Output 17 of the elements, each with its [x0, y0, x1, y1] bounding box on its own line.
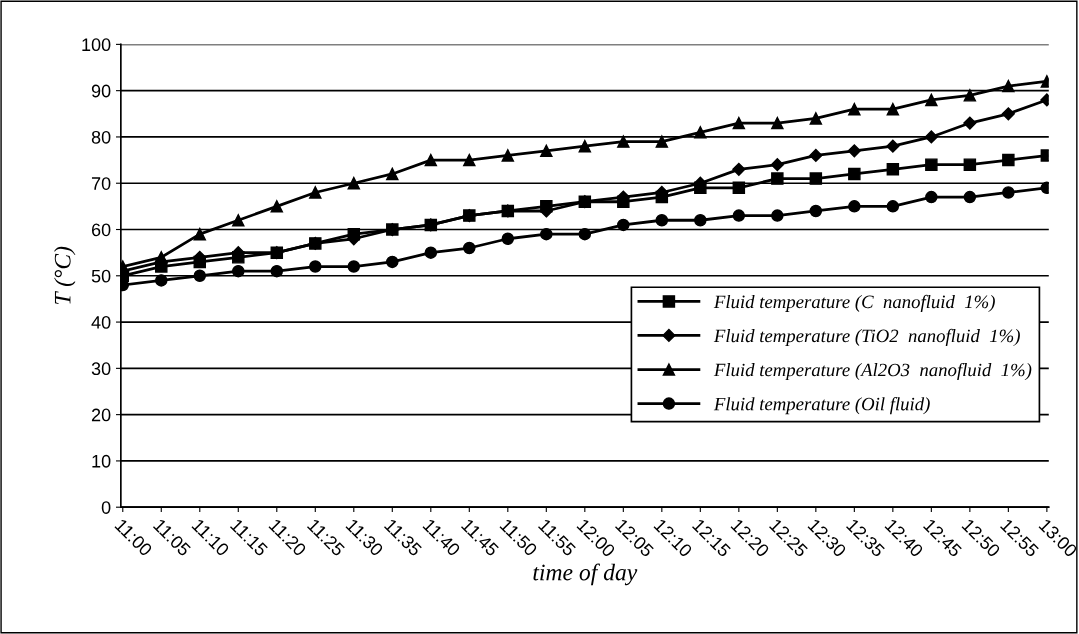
- legend-label: Fluid temperature (Oil fluid): [713, 396, 930, 415]
- y-tick-label: 20: [91, 408, 111, 422]
- y-axis-title: T (°C): [54, 246, 76, 305]
- legend-label: Fluid temperature (TiO2 nanofluid 1%): [713, 328, 1020, 347]
- y-tick-label: 80: [91, 130, 111, 144]
- legend-label: Fluid temperature (Al2O3 nanofluid 1%): [713, 362, 1032, 381]
- y-tick-label: 90: [91, 84, 111, 98]
- y-tick-label: 0: [101, 501, 111, 514]
- y-tick-label: 10: [92, 454, 111, 468]
- y-tick-label: 30: [91, 362, 111, 376]
- y-tick-label: 40: [91, 316, 111, 329]
- y-tick-label: 100: [82, 38, 111, 52]
- legend-label: Fluid temperature (C nanofluid 1%): [713, 294, 995, 312]
- x-axis-title: time of day: [533, 563, 638, 586]
- y-tick-label: 60: [91, 223, 111, 237]
- y-tick-label: 70: [91, 177, 111, 190]
- y-tick-label: 50: [91, 269, 111, 283]
